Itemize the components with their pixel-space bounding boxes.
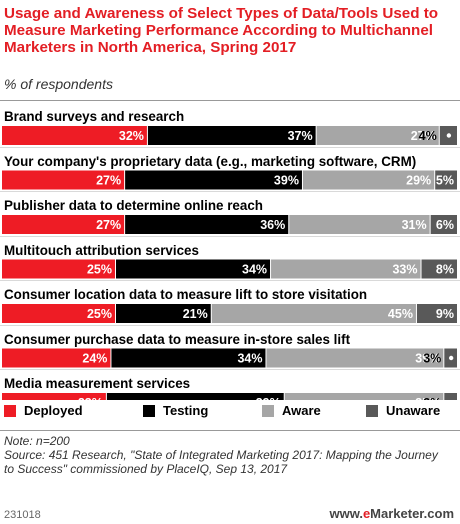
value-label: 36% — [260, 218, 285, 232]
legend-item-unaware: Unaware — [366, 403, 440, 418]
value-label: 33% — [392, 263, 417, 277]
legend-item-testing: Testing — [143, 403, 208, 418]
row-separator — [0, 369, 460, 370]
value-label: 39% — [256, 396, 281, 400]
value-label: 21% — [183, 307, 208, 321]
bar-deployed — [2, 126, 147, 145]
row-separator — [0, 280, 460, 281]
bar-chart: 32% 37% 27%4%27% 39% 29% 5%27% 36% 31% 6%25% 34% 3… — [2, 126, 457, 400]
bar-testing — [106, 393, 284, 400]
value-label: 27% — [96, 218, 121, 232]
category-label: Consumer location data to measure lift t… — [4, 287, 368, 302]
value-label: 3% — [423, 352, 441, 366]
category-label: Your company's proprietary data (e.g., m… — [4, 153, 417, 169]
value-label: 6% — [436, 218, 454, 232]
legend-label: Unaware — [386, 403, 441, 418]
bar-unaware — [416, 304, 457, 323]
value-label: 3% — [423, 396, 441, 400]
bar-aware — [211, 304, 416, 323]
value-label: 31% — [402, 218, 427, 232]
bar-aware — [271, 259, 421, 279]
row-separator — [0, 191, 460, 192]
legend-swatch — [366, 404, 378, 417]
emarketer-logo: www.eMarketer.com — [329, 506, 454, 521]
bottom-divider — [0, 430, 460, 431]
small-segment-marker — [446, 133, 452, 138]
legend-label: Aware — [282, 403, 321, 418]
bar-aware — [316, 126, 439, 145]
note-text: Note: n=200 — [4, 434, 70, 448]
legend-item-deployed: Deployed — [4, 403, 83, 418]
logo-suffix: .com — [423, 506, 454, 521]
bar-testing — [147, 126, 316, 145]
value-label: 27% — [96, 174, 121, 188]
value-label: 24% — [82, 352, 107, 366]
bar-testing — [125, 170, 302, 190]
small-segment-marker — [448, 355, 454, 361]
bar-deployed — [2, 259, 115, 279]
value-label: 25% — [87, 307, 112, 321]
value-label: 34% — [237, 352, 262, 366]
row-separator — [0, 324, 460, 326]
legend-item-aware: Aware — [262, 403, 321, 418]
value-label: 29% — [406, 174, 431, 188]
bar-deployed — [2, 393, 106, 400]
bar-testing — [111, 348, 266, 368]
category-label: Multitouch attribution services — [4, 242, 199, 258]
bar-aware — [284, 393, 444, 400]
row-separator — [0, 235, 460, 237]
source-text: Source: 451 Research, "State of Integrat… — [4, 448, 438, 476]
bar-aware — [266, 348, 444, 368]
value-label: 5% — [436, 174, 454, 188]
value-label: 39% — [274, 174, 299, 188]
category-label: Consumer purchase data to measure in-sto… — [4, 331, 351, 347]
value-label: 45% — [388, 307, 413, 321]
chart-legend: Deployed Testing Aware Unaware — [0, 403, 460, 421]
bar-deployed — [2, 170, 125, 190]
value-label: 37% — [288, 129, 313, 143]
value-label: 34% — [242, 263, 267, 277]
bar-aware — [302, 170, 435, 190]
bar-deployed — [2, 215, 125, 234]
top-divider — [0, 100, 460, 101]
value-label: 35% — [415, 396, 440, 400]
value-label: 39% — [415, 352, 440, 366]
value-label: 25% — [87, 263, 112, 277]
legend-label: Testing — [163, 403, 209, 418]
bar-unaware — [435, 170, 457, 190]
value-label: 8% — [436, 263, 454, 277]
value-label: 23% — [78, 396, 103, 400]
value-label: 32% — [119, 129, 144, 143]
legend-label: Deployed — [24, 403, 83, 418]
chart-id: 231018 — [4, 509, 41, 521]
legend-swatch — [4, 404, 16, 417]
category-label: Brand surveys and research — [4, 109, 185, 124]
bar-unaware — [421, 259, 457, 279]
value-label: 27% — [411, 129, 436, 143]
value-label: 9% — [436, 307, 454, 321]
category-label: Media measurement services — [4, 376, 191, 391]
bar-testing — [125, 215, 289, 234]
logo-name: Marketer — [370, 506, 424, 521]
chart-title: Usage and Awareness of Select Types of D… — [4, 5, 439, 56]
bar-deployed — [2, 348, 111, 368]
bar-unaware — [430, 215, 457, 234]
bar-aware — [289, 215, 430, 234]
legend-swatch — [143, 404, 155, 417]
value-label: 4% — [419, 129, 437, 143]
bar-testing — [116, 259, 271, 279]
logo-brand-e: e — [362, 506, 371, 521]
chart-subtitle: % of respondents — [4, 76, 113, 92]
bar-deployed — [2, 304, 115, 323]
logo-prefix: www. — [329, 506, 363, 521]
row-separator — [0, 146, 460, 148]
legend-swatch — [262, 404, 274, 417]
bar-testing — [116, 304, 211, 323]
category-label: Publisher data to determine online reach — [4, 198, 263, 213]
bar-unaware — [444, 393, 457, 400]
